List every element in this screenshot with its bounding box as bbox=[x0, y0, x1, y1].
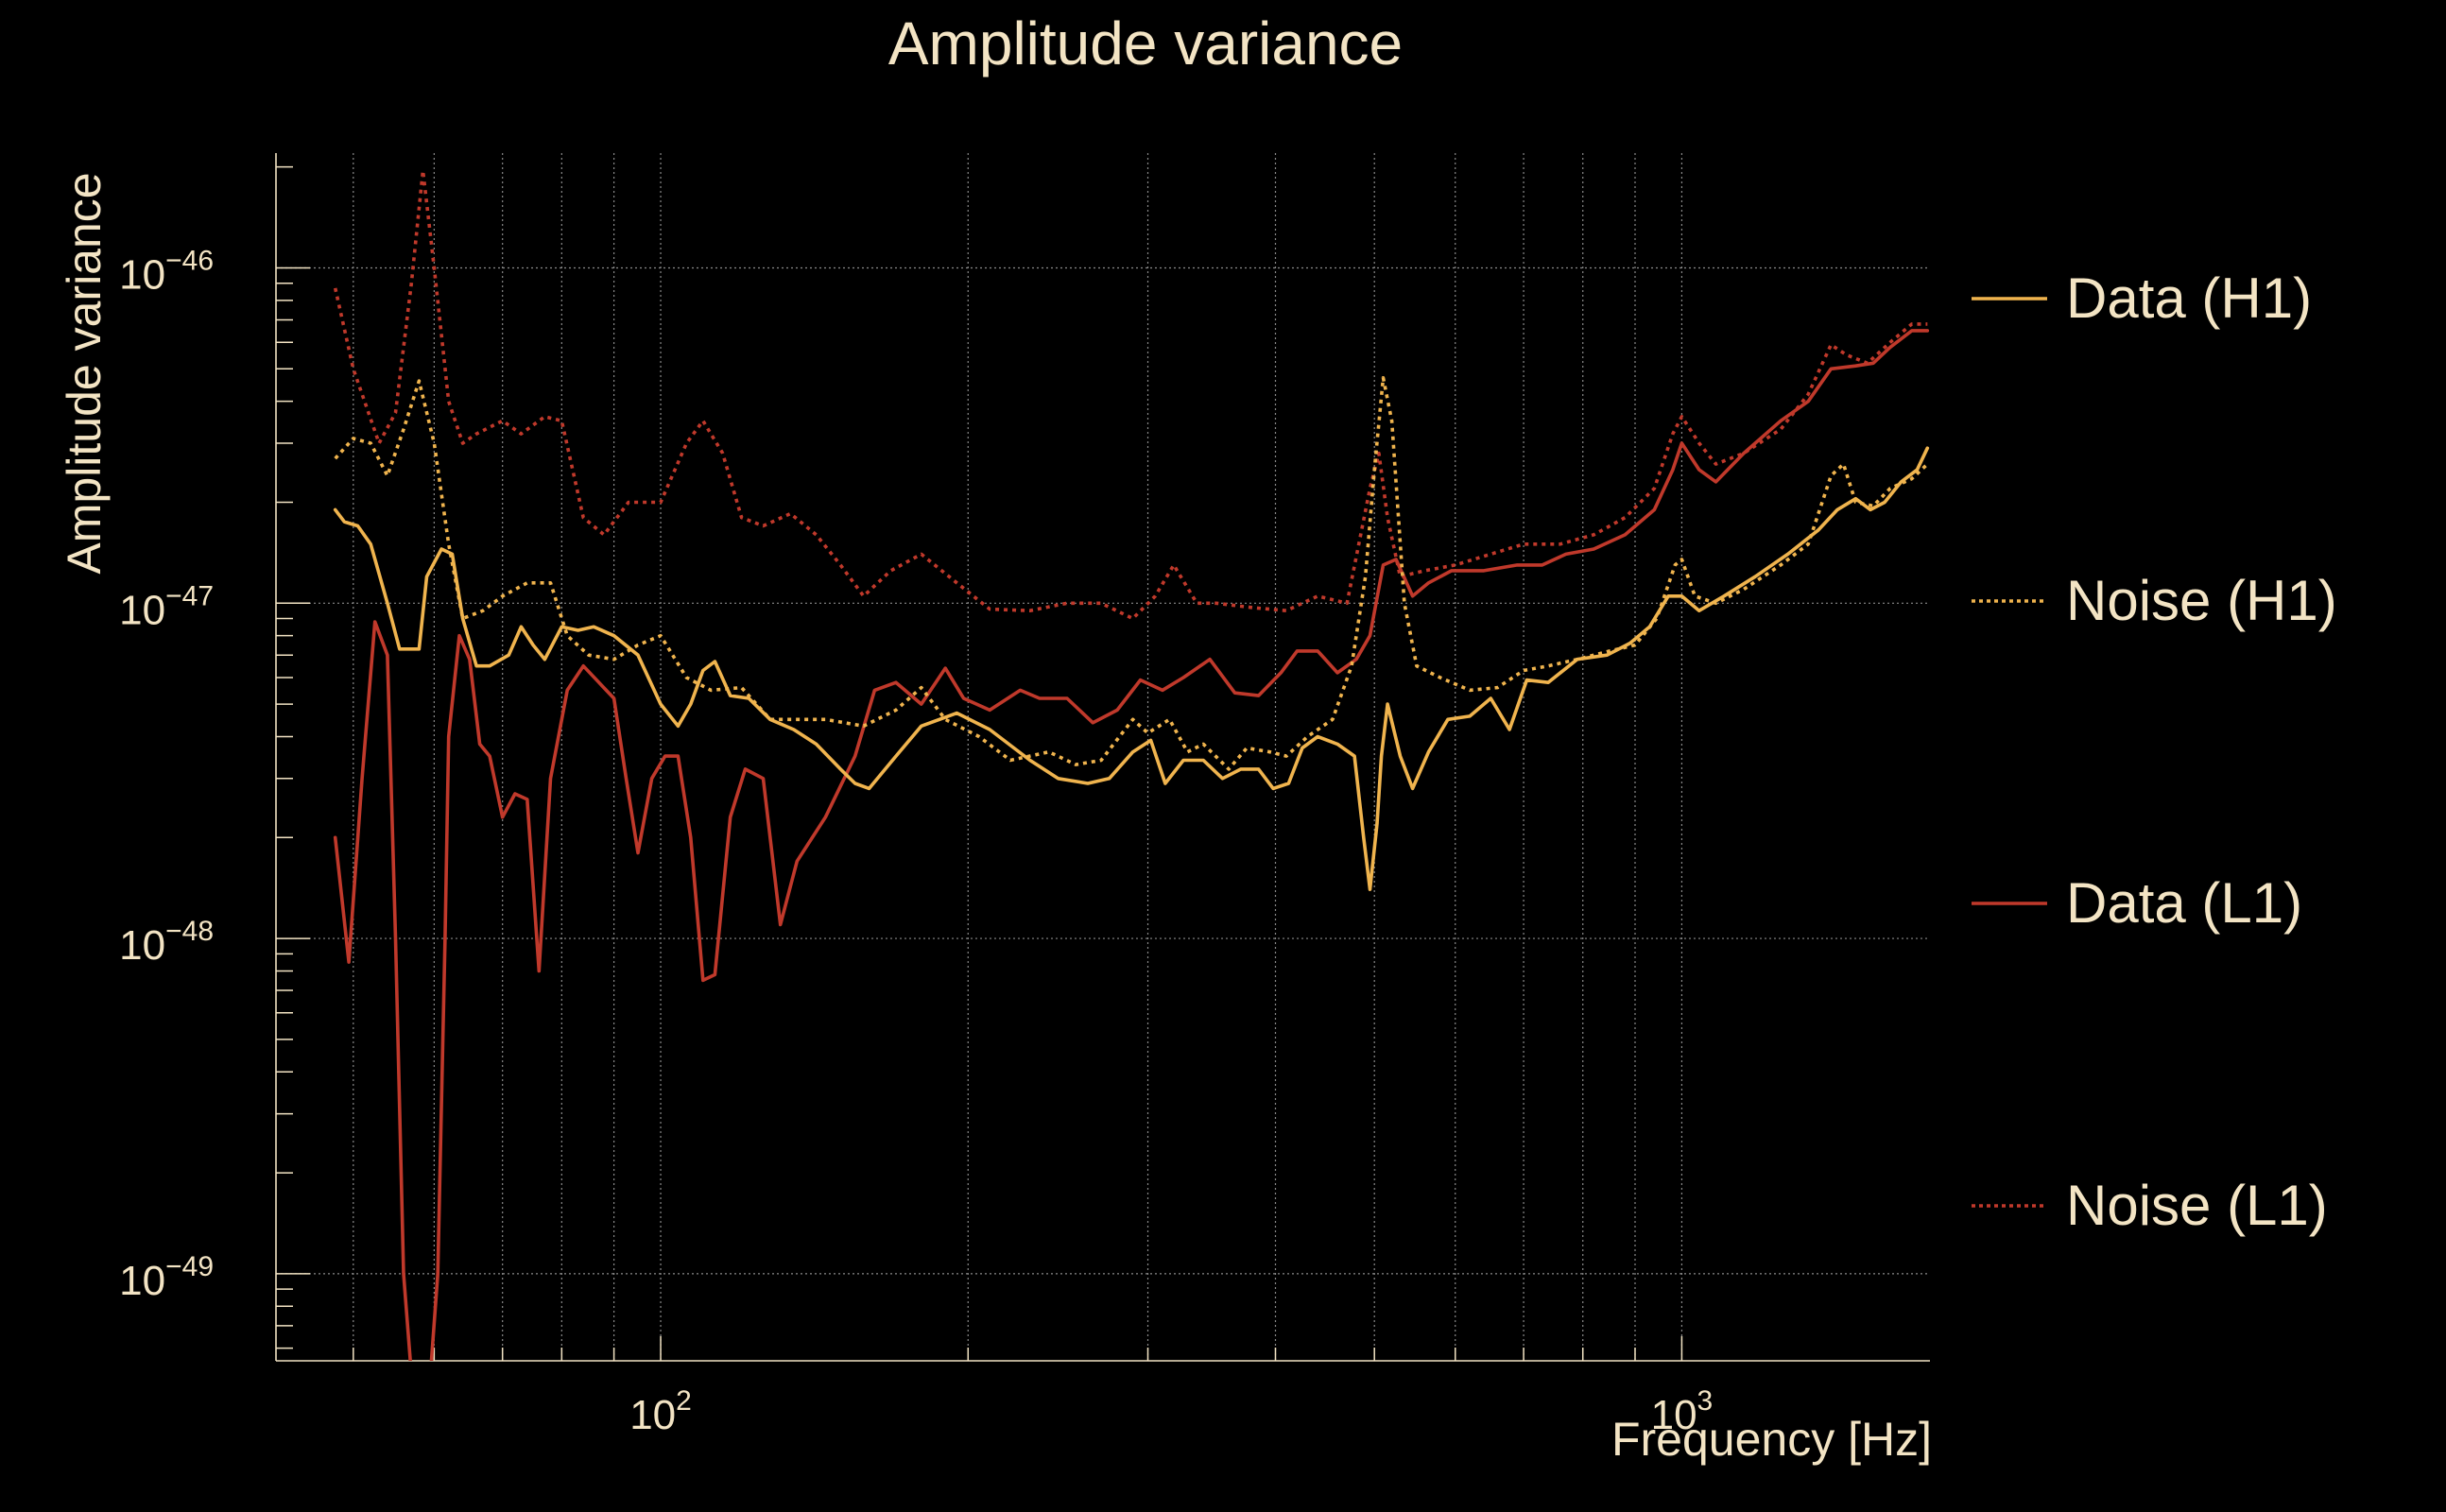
legend-label: Data (L1) bbox=[2066, 871, 2302, 935]
grid bbox=[276, 153, 1930, 1361]
series-line-data-h1 bbox=[333, 446, 1930, 891]
y-tick-label: 10−48 bbox=[119, 916, 214, 969]
legend-label: Noise (L1) bbox=[2066, 1174, 2328, 1237]
legend-label: Data (H1) bbox=[2066, 266, 2312, 330]
y-tick-label: 10−49 bbox=[119, 1251, 214, 1304]
chart-title: Amplitude variance bbox=[888, 9, 1403, 77]
x-tick-label: 102 bbox=[629, 1385, 692, 1438]
legend-label: Noise (H1) bbox=[2066, 569, 2337, 632]
series-lines bbox=[333, 168, 1930, 1361]
y-tick-label: 10−46 bbox=[119, 245, 214, 298]
y-axis-label: Amplitude variance bbox=[58, 172, 111, 574]
x-axis-label: Frequency [Hz] bbox=[1611, 1413, 1932, 1466]
series-line-noise-l1 bbox=[333, 168, 1928, 621]
y-tick-label: 10−47 bbox=[119, 580, 214, 633]
axes: 102 103 10−49 10−48 10−47 10−46 bbox=[119, 153, 1930, 1438]
series-line-noise-h1 bbox=[334, 376, 1929, 771]
series-line-data-l1 bbox=[333, 329, 1930, 1361]
legend: Data (H1) Noise (H1) Data (L1) Noise (L1) bbox=[1972, 266, 2337, 1237]
x-tick-label: 103 bbox=[1651, 1385, 1714, 1438]
